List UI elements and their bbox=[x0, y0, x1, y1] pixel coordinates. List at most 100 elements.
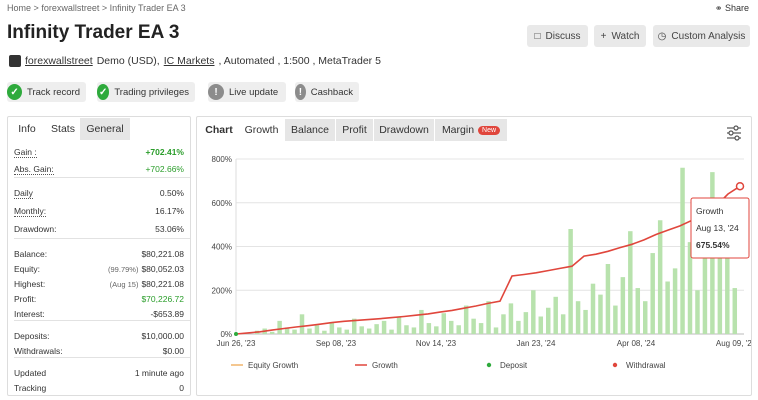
deposit-bar bbox=[456, 325, 461, 334]
stats-tab[interactable]: General bbox=[80, 118, 130, 140]
deposit-bar bbox=[471, 318, 476, 334]
hover-point bbox=[735, 181, 745, 191]
broker-link[interactable]: IC Markets bbox=[163, 55, 215, 67]
stat-row: Withdrawals: $0.00 bbox=[14, 346, 184, 356]
stat-label: Interest: bbox=[14, 309, 45, 319]
chart-tab[interactable]: Growth bbox=[239, 119, 284, 141]
avatar bbox=[9, 55, 21, 67]
badge-icon: ✓ bbox=[7, 84, 23, 100]
stat-label: Updated bbox=[14, 368, 47, 378]
stat-value: -$653.89 bbox=[150, 309, 184, 319]
legend-swatch bbox=[486, 362, 492, 368]
stat-value-wrap: $0.00 bbox=[163, 346, 184, 356]
deposit-bar bbox=[426, 323, 432, 334]
discuss-button[interactable]: □ Discuss bbox=[527, 25, 588, 47]
stat-label: Abs. Gain: bbox=[14, 164, 54, 175]
breadcrumb: Home > forexwallstreet > Infinity Trader… bbox=[7, 3, 186, 13]
deposit-bar bbox=[441, 313, 447, 334]
badge: ✓ Trading privileges bbox=[97, 82, 195, 102]
stats-tab[interactable]: Stats bbox=[51, 123, 75, 135]
deposit-bar bbox=[322, 330, 327, 334]
deposit-bar bbox=[598, 294, 603, 334]
stat-value-wrap: 0 bbox=[179, 383, 184, 393]
chart-tab[interactable]: Balance bbox=[285, 119, 335, 141]
stat-value: $80,052.03 bbox=[141, 264, 184, 274]
crumb-link[interactable]: Home bbox=[7, 3, 32, 13]
owner-link[interactable]: forexwallstreet bbox=[25, 55, 93, 67]
deposit-bar bbox=[523, 312, 529, 334]
stat-row: Monthly: 16.17% bbox=[14, 206, 184, 217]
deposit-bar bbox=[568, 229, 573, 334]
badge: ✓ Track record bbox=[7, 82, 86, 102]
stat-value: $70,226.72 bbox=[141, 294, 184, 304]
stat-label: Highest: bbox=[14, 279, 46, 289]
deposit-bar bbox=[284, 327, 290, 334]
watch-button[interactable]: + Watch bbox=[594, 25, 646, 47]
tab-label: Margin bbox=[441, 124, 475, 136]
stat-value-wrap: 1 minute ago bbox=[135, 368, 184, 378]
deposit-bar bbox=[366, 328, 372, 334]
stat-row: Daily 0.50% bbox=[14, 188, 184, 199]
stat-row: Drawdown: 53.06% bbox=[14, 224, 184, 234]
chart-tab[interactable]: Drawdown bbox=[374, 119, 434, 141]
share[interactable]: ⚭ Share bbox=[714, 3, 749, 13]
stat-value: $0.00 bbox=[162, 346, 184, 356]
button-label: Watch bbox=[611, 30, 640, 42]
stat-row: Balance: $80,221.08 bbox=[14, 249, 184, 259]
deposit-bar bbox=[508, 303, 514, 334]
deposit-bar bbox=[314, 325, 320, 334]
stat-value-wrap: +702.41% bbox=[145, 147, 184, 158]
deposit-bar bbox=[725, 207, 730, 334]
chart-tab[interactable]: Margin New bbox=[435, 119, 507, 141]
deposit-bar bbox=[687, 242, 693, 334]
custom-analysis-button[interactable]: ◷ Custom Analysis bbox=[653, 25, 750, 47]
deposit-bar bbox=[657, 220, 663, 334]
stat-value-wrap: 53.06% bbox=[155, 224, 184, 234]
y-tick-label: 200% bbox=[212, 286, 232, 295]
deposit-bar bbox=[546, 307, 551, 334]
stat-value: +702.41% bbox=[145, 147, 184, 157]
stat-label: Tracking bbox=[14, 383, 47, 393]
legend-label: Deposit bbox=[500, 361, 528, 370]
x-tick-label: Jun 26, '23 bbox=[217, 339, 256, 348]
growth-line bbox=[235, 185, 741, 335]
tooltip-date: Aug 13, '24 bbox=[696, 223, 739, 233]
crumb-link[interactable]: forexwallstreet bbox=[41, 3, 100, 13]
deposit-bar bbox=[665, 281, 670, 334]
deposit-bar bbox=[620, 277, 626, 334]
deposit-bar bbox=[672, 268, 678, 334]
deposit-bar bbox=[516, 320, 521, 334]
stat-value-wrap: $10,000.00 bbox=[141, 331, 184, 341]
tab-label: Growth bbox=[244, 124, 279, 136]
deposit-bar bbox=[329, 321, 335, 334]
stat-value-wrap: 16.17% bbox=[155, 206, 184, 217]
chart-tab[interactable]: Profit bbox=[336, 119, 373, 141]
stat-row: Highest: (Aug 15) $80,221.08 bbox=[14, 279, 184, 289]
stat-value: $80,221.08 bbox=[141, 279, 184, 289]
settings-icon[interactable] bbox=[727, 125, 741, 141]
badge-text: Track record bbox=[27, 86, 80, 98]
stats-tab[interactable]: Info bbox=[18, 123, 36, 135]
deposit-bar bbox=[650, 253, 655, 334]
deposit-bar bbox=[404, 325, 409, 334]
legend-label: Growth bbox=[372, 361, 398, 370]
y-tick-label: 600% bbox=[212, 199, 232, 208]
deposit-bar bbox=[605, 264, 611, 334]
button-label: Custom Analysis bbox=[671, 30, 746, 42]
separator bbox=[14, 238, 190, 239]
badge-text: Cashback bbox=[310, 86, 353, 98]
account-type: Demo (USD), bbox=[96, 55, 160, 67]
deposit-bar bbox=[419, 309, 424, 334]
deposit-bar bbox=[643, 301, 648, 334]
stat-row: Gain : +702.41% bbox=[14, 147, 184, 158]
stat-label: Daily bbox=[14, 188, 33, 199]
tooltip-value: 675.54% bbox=[696, 240, 730, 250]
deposit-bar bbox=[695, 290, 700, 334]
stat-note: (Aug 15) bbox=[109, 280, 139, 289]
stat-label: Profit: bbox=[14, 294, 37, 304]
stat-value: 0 bbox=[179, 383, 184, 393]
stat-value-wrap: (Aug 15) $80,221.08 bbox=[110, 279, 184, 289]
separator bbox=[14, 320, 190, 321]
crumb-sep: > bbox=[33, 3, 39, 13]
legend-label: Equity Growth bbox=[248, 361, 298, 370]
